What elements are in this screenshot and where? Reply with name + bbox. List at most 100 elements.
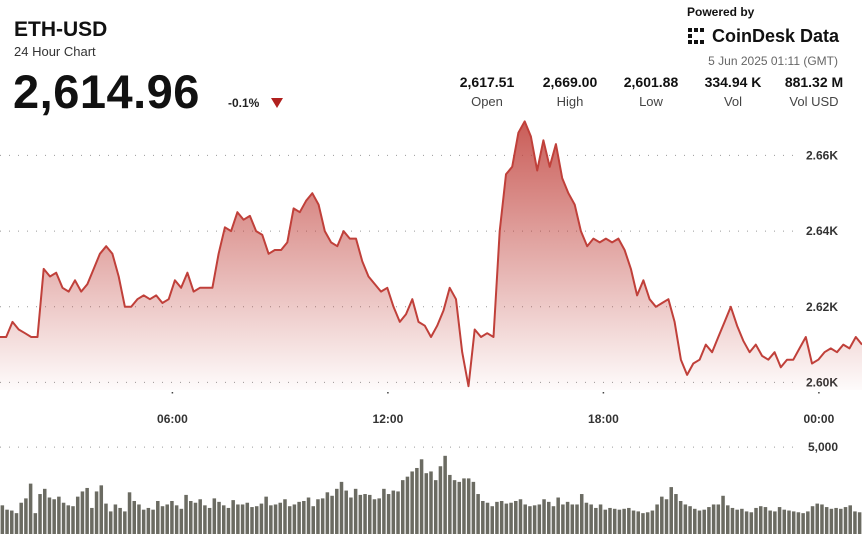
volume-bar	[579, 494, 584, 534]
volume-bar	[754, 507, 758, 534]
volume-bar	[627, 507, 631, 534]
brand-name: CoinDesk Data	[712, 26, 840, 46]
volume-bar	[90, 507, 94, 534]
volume-bar	[311, 506, 315, 534]
volume-bar	[160, 506, 165, 534]
volume-bar	[514, 500, 518, 534]
volume-bar	[19, 502, 23, 534]
volume-bar	[297, 501, 301, 534]
current-price: 2,614.96	[13, 65, 200, 118]
volume-bar	[61, 502, 66, 534]
volume-bar	[372, 499, 377, 534]
volume-bar	[839, 508, 843, 534]
volume-bar	[523, 504, 527, 534]
volume-bar	[777, 507, 782, 534]
volume-bar	[575, 504, 579, 534]
volume-bar	[203, 505, 207, 534]
volume-bar	[231, 500, 235, 534]
volume-bar	[448, 474, 452, 534]
volume-bar	[499, 500, 504, 534]
stat-value: 2,669.00	[542, 74, 598, 90]
volume-bar	[810, 506, 815, 534]
volume-bar	[349, 497, 353, 534]
volume-bar	[735, 509, 739, 534]
volume-bar	[476, 494, 480, 534]
volume-bar	[518, 499, 523, 534]
volume-bar	[391, 490, 396, 534]
stat-value: 334.94 K	[704, 74, 762, 90]
volume-bar	[368, 494, 372, 534]
volume-bar	[278, 502, 283, 534]
volume-bar	[815, 503, 820, 534]
volume-bar	[664, 499, 669, 534]
price-line	[0, 120, 862, 388]
volume-bar	[137, 504, 141, 534]
volume-bar	[509, 502, 513, 534]
volume-bar	[410, 471, 414, 534]
volume-bar	[226, 507, 231, 534]
volume-bar	[716, 504, 721, 534]
volume-bar	[820, 504, 824, 534]
volume-bar	[636, 511, 641, 534]
volume-bar	[594, 507, 598, 534]
volume-bar	[419, 459, 424, 534]
volume-bar	[283, 499, 287, 534]
volume-bar	[655, 504, 659, 534]
volume-bar	[603, 509, 608, 534]
volume-bar	[0, 505, 5, 534]
volume-bar	[66, 505, 71, 534]
stat-value: 2,601.88	[623, 74, 679, 90]
volume-bar	[306, 497, 311, 534]
stat-low: 2,601.88 Low	[616, 74, 686, 109]
volume-y-tick-label: 5,000	[808, 440, 838, 454]
volume-bar	[556, 497, 560, 534]
volume-bar	[358, 494, 363, 534]
stat-vol: 334.94 K Vol	[698, 74, 768, 109]
y-tick-label: 2.64K	[806, 224, 838, 238]
volume-bar	[650, 510, 655, 534]
volume-bar	[622, 508, 626, 534]
volume-bar	[269, 505, 273, 534]
volume-bar	[763, 507, 768, 534]
volume-bar	[674, 494, 678, 534]
stat-value: 2,617.51	[459, 74, 515, 90]
volume-bar	[156, 500, 160, 534]
volume-bar	[806, 511, 810, 534]
volume-bar	[589, 504, 593, 534]
volume-bar	[400, 480, 405, 534]
chart-subtitle: 24 Hour Chart	[14, 44, 96, 59]
price-change: -0.1%	[228, 96, 260, 110]
volume-bar	[151, 509, 155, 534]
volume-bar	[363, 494, 367, 534]
volume-bar	[104, 503, 108, 534]
volume-bar	[198, 499, 202, 534]
volume-bar	[292, 504, 297, 534]
volume-bar	[189, 500, 193, 534]
volume-bar	[843, 507, 848, 534]
brand-logo[interactable]: CoinDesk Data	[687, 26, 839, 47]
volume-bar	[377, 498, 381, 534]
volume-bar	[118, 507, 122, 534]
ticker-title: ETH-USD	[14, 18, 108, 41]
volume-bar	[721, 495, 725, 534]
volume-bar	[744, 511, 749, 534]
volume-bar	[796, 512, 801, 534]
volume-bar	[542, 499, 546, 534]
volume-bar	[824, 507, 829, 534]
volume-bar	[212, 498, 217, 534]
volume-bar	[598, 504, 603, 534]
volume-bar	[725, 505, 730, 534]
stat-label: High	[556, 94, 584, 109]
stat-high: 2,669.00 High	[535, 74, 605, 109]
volume-bar	[382, 488, 386, 534]
volume-bar	[184, 494, 188, 534]
volume-bar	[645, 512, 650, 534]
volume-bar	[551, 506, 556, 534]
volume-bar	[217, 501, 221, 534]
y-tick-label: 2.62K	[806, 300, 838, 314]
volume-bar	[99, 485, 104, 534]
volume-bar	[429, 471, 433, 534]
x-tick-label: 00:00	[804, 412, 835, 426]
volume-bar	[801, 513, 805, 534]
volume-bar	[490, 506, 494, 534]
